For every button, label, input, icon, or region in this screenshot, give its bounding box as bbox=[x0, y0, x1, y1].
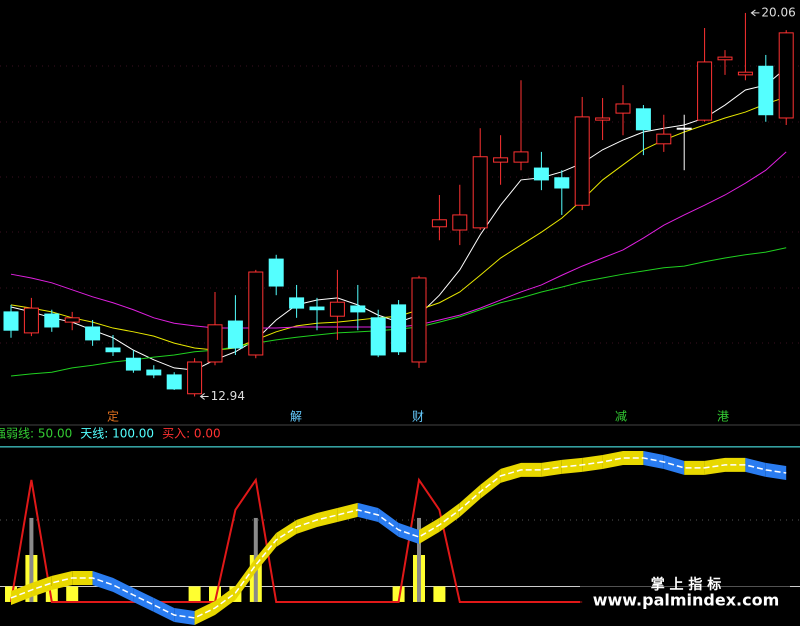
candle-body bbox=[656, 133, 672, 145]
event-label: 减 bbox=[615, 410, 627, 424]
ribbon-segment bbox=[378, 507, 399, 537]
signal-line bbox=[10, 477, 583, 603]
candle-body bbox=[350, 305, 366, 313]
candle-body bbox=[554, 177, 570, 189]
candle-body bbox=[187, 361, 203, 395]
event-label: 财 bbox=[412, 410, 424, 424]
candle-body bbox=[737, 71, 753, 76]
candle-body bbox=[44, 313, 60, 328]
candle-body bbox=[248, 271, 264, 356]
candle-body bbox=[697, 61, 713, 121]
candle-body bbox=[309, 306, 325, 311]
ribbon-segment bbox=[602, 450, 623, 469]
annotation-label: 20.06 bbox=[761, 5, 795, 19]
ribbon-segment bbox=[439, 502, 460, 532]
candle-body bbox=[268, 258, 284, 287]
watermark-bg bbox=[580, 574, 790, 614]
candle-body bbox=[289, 297, 305, 309]
candle-body bbox=[411, 277, 427, 363]
candle-body bbox=[146, 369, 162, 376]
candle-body bbox=[207, 324, 223, 363]
candle-body bbox=[615, 103, 631, 114]
ribbon-segment bbox=[235, 557, 256, 600]
indicator-bar bbox=[392, 586, 405, 602]
indicator-bar bbox=[433, 586, 446, 602]
candle-body bbox=[431, 219, 447, 228]
candle-body bbox=[472, 156, 488, 229]
ribbon-segment bbox=[745, 457, 766, 477]
ribbon-segment bbox=[317, 507, 338, 527]
candle-body bbox=[64, 317, 80, 323]
indicator-bar bbox=[66, 586, 79, 602]
candle-body bbox=[329, 301, 345, 317]
indicator-panel: 强弱线: 50.00 天线: 100.00 买入: 0.00 bbox=[0, 427, 800, 625]
candle-body bbox=[370, 317, 386, 356]
event-label: 港 bbox=[717, 410, 729, 424]
indicator-bar bbox=[417, 517, 421, 602]
candle-body bbox=[717, 56, 733, 61]
candle-body bbox=[23, 307, 39, 334]
watermark-url: www.palmindex.com bbox=[593, 591, 780, 610]
candle-body bbox=[758, 65, 774, 116]
ribbon-segment bbox=[276, 519, 297, 547]
ribbon-segment bbox=[541, 459, 562, 477]
legend-entry: 天线: 100.00 bbox=[80, 427, 154, 441]
ribbon-segment bbox=[194, 601, 215, 625]
candle-body bbox=[574, 116, 590, 206]
legend-entry: 买入: 0.00 bbox=[162, 427, 221, 441]
watermark-title: 掌 上 指 标 bbox=[651, 576, 722, 593]
ribbon-segment bbox=[459, 484, 481, 517]
candle-body bbox=[3, 311, 19, 331]
candle-body bbox=[513, 151, 529, 163]
event-label: 解 bbox=[290, 410, 302, 424]
ribbon-segment bbox=[255, 532, 277, 572]
candle-body bbox=[227, 320, 243, 349]
legend-entry: 强弱线: 50.00 bbox=[0, 427, 72, 441]
candle-body bbox=[125, 357, 141, 371]
candle-body bbox=[778, 32, 794, 119]
ribbon-segment bbox=[51, 570, 73, 590]
indicator-bar bbox=[188, 586, 201, 602]
candle-body bbox=[105, 347, 121, 353]
candle-body bbox=[452, 214, 468, 231]
candle-body bbox=[493, 157, 509, 163]
ribbon-line bbox=[10, 457, 787, 619]
candle-body bbox=[166, 374, 182, 390]
candle-body bbox=[595, 117, 611, 121]
event-label: 定 bbox=[107, 409, 119, 424]
candle-body bbox=[85, 326, 101, 341]
candle-body bbox=[676, 127, 692, 130]
indicator-bar bbox=[29, 517, 34, 602]
candle-body bbox=[391, 304, 407, 353]
annotation-arrow bbox=[199, 393, 209, 400]
candle-body bbox=[635, 108, 651, 131]
annotation-arrow bbox=[750, 9, 760, 17]
decor bbox=[0, 65, 800, 521]
ribbon-segment bbox=[684, 460, 705, 475]
ribbon-segment bbox=[480, 468, 501, 499]
candle-body bbox=[533, 167, 549, 181]
annotation-label: 12.94 bbox=[211, 389, 245, 403]
ribbon-segment bbox=[663, 454, 685, 475]
main-panel: 20.06 12.94 定 解 财 减 港 bbox=[3, 5, 796, 424]
